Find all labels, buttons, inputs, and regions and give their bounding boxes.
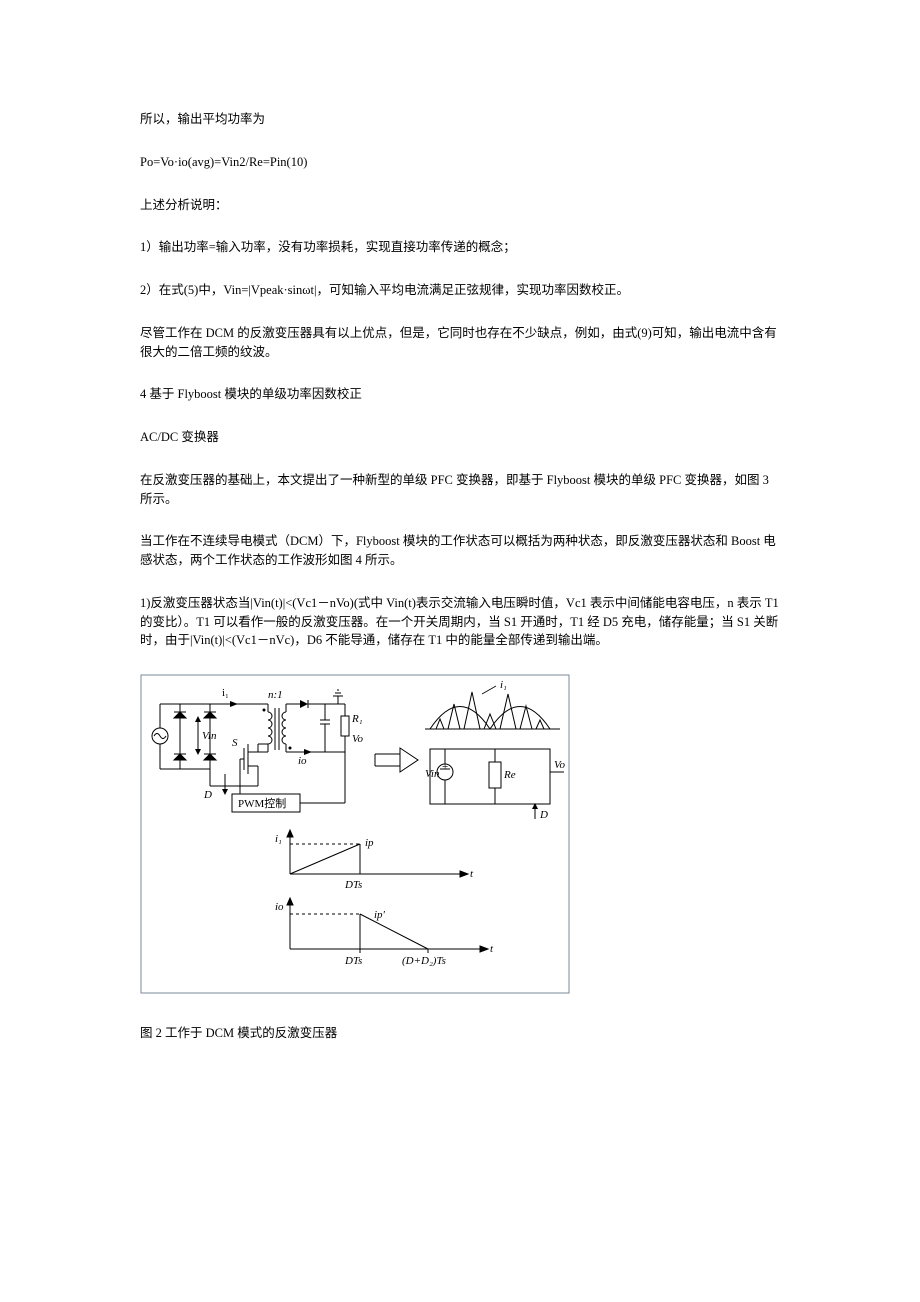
svg-text:(D+D₂)Ts: (D+D₂)Ts <box>402 955 446 967</box>
paragraph: 所以，输出平均功率为 <box>140 110 780 129</box>
lbl-ip-prime: ip′ <box>374 909 386 921</box>
svg-text:PWM控制: PWM控制 <box>238 796 286 810</box>
svg-text:t: t <box>470 868 474 880</box>
svg-text:D: D <box>539 809 548 821</box>
lbl-i1-top: i₁ <box>222 687 229 699</box>
svg-text:Vo: Vo <box>352 733 364 745</box>
paragraph-list-item: 1)反激变压器状态当|Vin(t)|<(Vc1－nVo)(式中 Vin(t)表示… <box>140 594 780 650</box>
svg-text:io: io <box>275 901 284 913</box>
lbl-d-right: D <box>539 809 548 821</box>
svg-text:i₁: i₁ <box>500 679 507 691</box>
figure-2-svg: i₁ Vin n:1 <box>140 674 570 994</box>
figure-2: i₁ Vin n:1 <box>140 674 780 1000</box>
svg-text:+: + <box>442 761 448 773</box>
paragraph: AC/DC 变换器 <box>140 428 780 447</box>
lbl-re: Re <box>503 769 516 781</box>
paragraph-formula: Po=Vo·io(avg)=Vin2/Re=Pin(10) <box>140 153 780 172</box>
paragraph-list-item: 2）在式(5)中，Vin=|Vpeak·sinωt|，可知输入平均电流满足正弦规… <box>140 281 780 300</box>
lbl-ip: ip <box>365 837 374 849</box>
lbl-dts2: DTs <box>344 955 362 967</box>
svg-text:i₁: i₁ <box>275 833 282 845</box>
svg-text:DTs: DTs <box>344 879 362 891</box>
lbl-dts1: DTs <box>344 879 362 891</box>
lbl-vin: Vin <box>202 730 217 742</box>
lbl-io: io <box>298 755 307 767</box>
lbl-vin-right: Vin <box>425 768 440 780</box>
svg-text:Vo: Vo <box>554 759 566 771</box>
svg-text:i₁: i₁ <box>222 687 229 699</box>
svg-text:t: t <box>490 943 494 955</box>
lbl-dd2ts: (D+D₂)Ts <box>402 955 446 967</box>
lbl-i1-right: i₁ <box>500 679 507 691</box>
page-container: 所以，输出平均功率为 Po=Vo·io(avg)=Vin2/Re=Pin(10)… <box>0 0 920 1302</box>
lbl-r1: R₁ <box>351 713 363 725</box>
lbl-vo: Vo <box>352 733 364 745</box>
lbl-s: S <box>232 737 238 749</box>
svg-text:DTs: DTs <box>344 955 362 967</box>
svg-text:ip′: ip′ <box>374 909 386 921</box>
lbl-pwm: PWM控制 <box>238 796 286 810</box>
svg-text:Vin: Vin <box>425 768 440 780</box>
svg-text:S: S <box>232 737 238 749</box>
svg-text:n:1: n:1 <box>268 689 283 701</box>
lbl-io-axis: io <box>275 901 284 913</box>
svg-text:D: D <box>203 789 212 801</box>
lbl-t2: t <box>490 943 494 955</box>
svg-text:ip: ip <box>365 837 374 849</box>
figure-2-caption: 图 2 工作于 DCM 模式的反激变压器 <box>140 1024 780 1043</box>
paragraph-list-item: 1）输出功率=输入功率，没有功率损耗，实现直接功率传递的概念； <box>140 238 780 257</box>
paragraph: 上述分析说明： <box>140 196 780 215</box>
paragraph: 当工作在不连续导电模式（DCM）下，Flyboost 模块的工作状态可以概括为两… <box>140 532 780 570</box>
svg-text:io: io <box>298 755 307 767</box>
svg-text:Re: Re <box>503 769 516 781</box>
svg-text:Vin: Vin <box>202 730 217 742</box>
section-heading: 4 基于 Flyboost 模块的单级功率因数校正 <box>140 385 780 404</box>
lbl-d: D <box>203 789 212 801</box>
lbl-vo-right: Vo <box>554 759 566 771</box>
lbl-n-ratio: n:1 <box>268 689 283 701</box>
paragraph: 尽管工作在 DCM 的反激变压器具有以上优点，但是，它同时也存在不少缺点，例如，… <box>140 324 780 362</box>
svg-text:R₁: R₁ <box>351 713 363 725</box>
paragraph: 在反激变压器的基础上，本文提出了一种新型的单级 PFC 变换器，即基于 Flyb… <box>140 471 780 509</box>
lbl-i1-axis: i₁ <box>275 833 282 845</box>
lbl-t1: t <box>470 868 474 880</box>
